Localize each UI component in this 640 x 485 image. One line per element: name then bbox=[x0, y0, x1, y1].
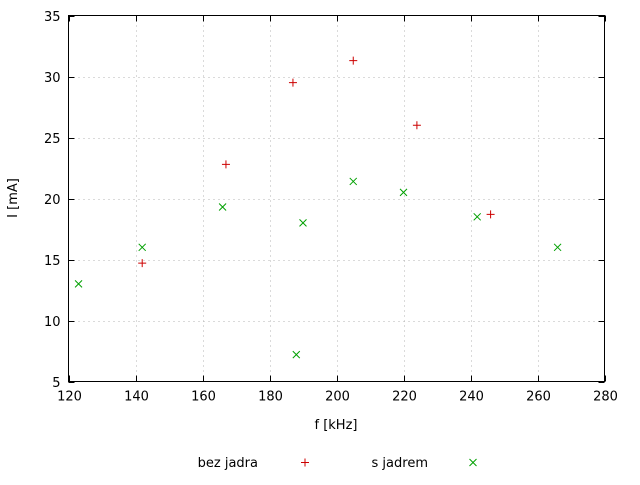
legend-marker-s-jadrem bbox=[469, 458, 477, 467]
y-tick-label: 15 bbox=[44, 254, 61, 269]
data-point-s-jadrem bbox=[299, 219, 307, 227]
y-tick-label: 35 bbox=[44, 10, 61, 25]
x-tick-label: 160 bbox=[191, 390, 216, 405]
legend-marker-glyph bbox=[301, 458, 309, 467]
axis-tick-marks bbox=[68, 15, 606, 383]
data-point-bez-jadra bbox=[486, 210, 495, 219]
data-point-s-jadrem bbox=[218, 203, 227, 211]
data-point-s-jadrem bbox=[473, 212, 482, 221]
x-tick-label: 140 bbox=[124, 390, 149, 405]
x-tick-label: 280 bbox=[593, 390, 618, 405]
data-point-bez-jadra bbox=[349, 56, 358, 65]
data-point-s-jadrem bbox=[138, 243, 147, 252]
y-tick-label: 20 bbox=[44, 193, 61, 208]
x-tick-label: 180 bbox=[258, 390, 283, 405]
data-point-bez-jadra bbox=[138, 259, 147, 268]
legend-marker-glyph bbox=[469, 458, 477, 467]
y-axis-tick-labels: 5 10 15 20 25 30 35 bbox=[44, 10, 61, 391]
x-tick-label: 120 bbox=[57, 390, 82, 405]
x-tick-label: 220 bbox=[392, 390, 417, 405]
x-tick-label: 200 bbox=[325, 390, 350, 405]
data-point-s-jadrem bbox=[349, 177, 358, 186]
data-point-s-jadrem bbox=[399, 188, 408, 197]
x-tick-label: 240 bbox=[459, 390, 484, 405]
y-tick-label: 25 bbox=[44, 132, 61, 147]
data-point-s-jadrem bbox=[553, 243, 562, 252]
grid-lines bbox=[68, 15, 605, 382]
legend: bez jadra s jadrem bbox=[198, 456, 477, 471]
y-tick-label: 10 bbox=[44, 315, 61, 330]
y-tick-label: 5 bbox=[52, 376, 60, 391]
legend-marker-bez-jadra bbox=[301, 458, 309, 467]
legend-label-bez-jadra: bez jadra bbox=[198, 456, 258, 471]
data-point-bez-jadra bbox=[288, 78, 297, 87]
data-points-layer bbox=[74, 56, 562, 359]
data-point-s-jadrem bbox=[292, 350, 301, 359]
x-tick-label: 260 bbox=[526, 390, 551, 405]
data-point-bez-jadra bbox=[221, 160, 230, 169]
data-point-bez-jadra bbox=[412, 121, 421, 130]
legend-label-s-jadrem: s jadrem bbox=[372, 456, 428, 471]
y-tick-label: 30 bbox=[44, 71, 61, 86]
data-point-s-jadrem bbox=[74, 280, 83, 288]
x-axis-tick-labels: 120 140 160 180 200 220 240 260 280 bbox=[57, 390, 618, 405]
x-axis-label: f [kHz] bbox=[315, 418, 358, 433]
y-axis-label: I [mA] bbox=[6, 178, 21, 218]
plot-border bbox=[68, 15, 605, 382]
